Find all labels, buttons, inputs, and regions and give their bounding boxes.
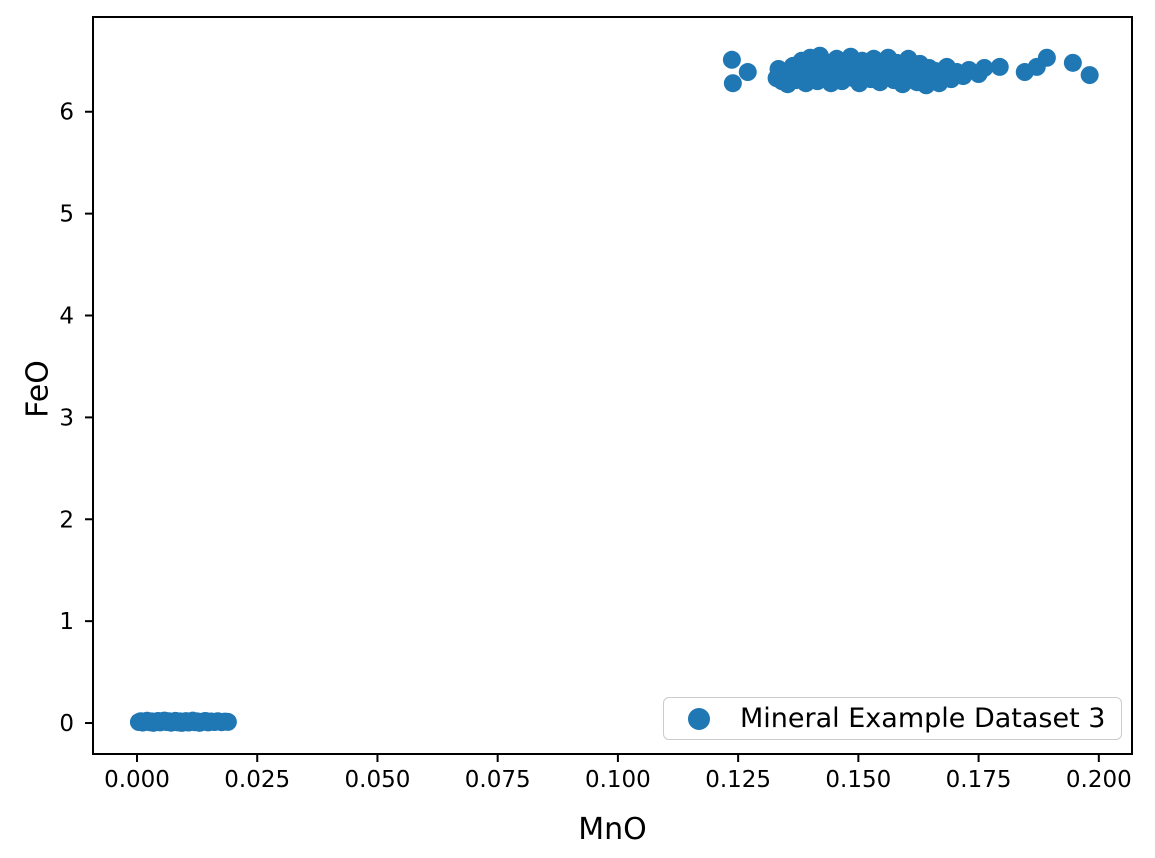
x-tick-label: 0.075 bbox=[465, 767, 531, 793]
legend-marker-dot bbox=[688, 707, 710, 730]
x-tick-label: 0.025 bbox=[224, 767, 290, 793]
x-tick-label: 0.050 bbox=[345, 767, 411, 793]
legend-label: Mineral Example Dataset 3 bbox=[740, 703, 1106, 734]
legend: Mineral Example Dataset 3 bbox=[663, 697, 1122, 740]
data-point bbox=[990, 57, 1009, 76]
x-tick-label: 0.200 bbox=[1066, 767, 1132, 793]
data-point bbox=[723, 74, 742, 93]
x-tick-label: 0.125 bbox=[705, 767, 771, 793]
data-point bbox=[1080, 66, 1099, 85]
data-point bbox=[722, 50, 741, 69]
y-tick-label: 1 bbox=[59, 609, 74, 635]
x-tick-label: 0.100 bbox=[585, 767, 651, 793]
data-point bbox=[218, 712, 237, 731]
data-point bbox=[975, 58, 994, 77]
x-tick-label: 0.150 bbox=[825, 767, 891, 793]
plot-frame bbox=[92, 16, 1133, 755]
y-tick-label: 3 bbox=[59, 405, 74, 431]
y-tick-label: 4 bbox=[59, 304, 74, 330]
data-point bbox=[1037, 48, 1056, 67]
y-tick-label: 5 bbox=[59, 202, 74, 228]
x-tick-label: 0.175 bbox=[946, 767, 1012, 793]
x-tick-label: 0.000 bbox=[104, 767, 170, 793]
data-point bbox=[1063, 53, 1082, 72]
x-axis-label: MnO bbox=[578, 812, 647, 847]
y-tick-label: 2 bbox=[59, 507, 74, 533]
data-point bbox=[738, 63, 757, 82]
y-tick-label: 0 bbox=[59, 711, 74, 737]
y-tick-label: 6 bbox=[59, 100, 74, 126]
y-axis-label: FeO bbox=[20, 360, 56, 418]
